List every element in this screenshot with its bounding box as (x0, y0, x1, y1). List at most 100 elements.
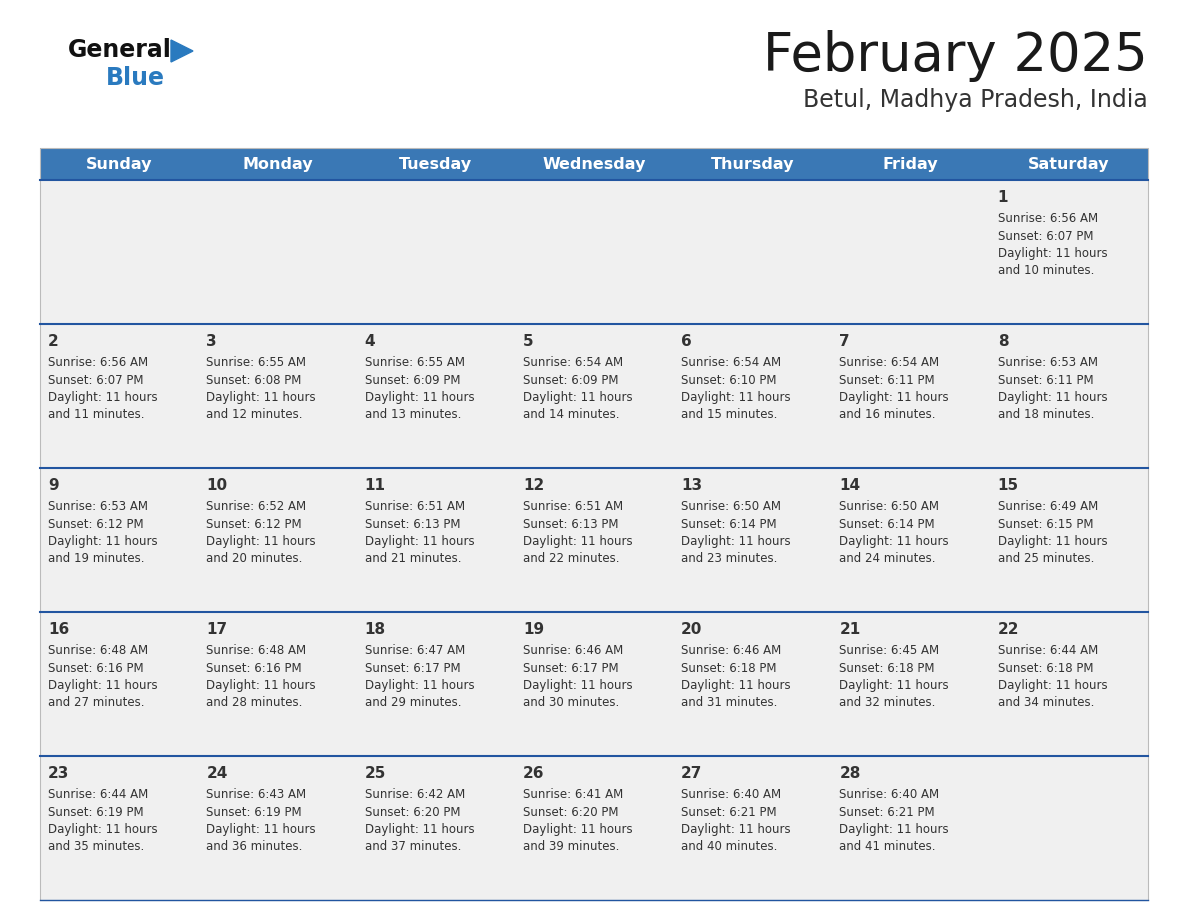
Text: Sunset: 6:11 PM: Sunset: 6:11 PM (840, 374, 935, 386)
Text: and 14 minutes.: and 14 minutes. (523, 409, 619, 421)
Text: 24: 24 (207, 766, 228, 781)
Text: 19: 19 (523, 622, 544, 637)
Text: Daylight: 11 hours: Daylight: 11 hours (840, 679, 949, 692)
Text: 4: 4 (365, 334, 375, 349)
Text: Daylight: 11 hours: Daylight: 11 hours (207, 535, 316, 548)
Text: Sunset: 6:17 PM: Sunset: 6:17 PM (523, 662, 619, 675)
Text: and 13 minutes.: and 13 minutes. (365, 409, 461, 421)
Text: 17: 17 (207, 622, 227, 637)
Bar (40, 612, 1148, 756)
Text: Daylight: 11 hours: Daylight: 11 hours (840, 391, 949, 404)
Text: Betul, Madhya Pradesh, India: Betul, Madhya Pradesh, India (803, 88, 1148, 112)
Text: and 37 minutes.: and 37 minutes. (365, 841, 461, 854)
Text: and 18 minutes.: and 18 minutes. (998, 409, 1094, 421)
Text: and 25 minutes.: and 25 minutes. (998, 553, 1094, 565)
Text: 23: 23 (48, 766, 69, 781)
Text: and 10 minutes.: and 10 minutes. (998, 264, 1094, 277)
Text: General: General (68, 38, 172, 62)
Text: Sunset: 6:16 PM: Sunset: 6:16 PM (48, 662, 144, 675)
Text: 27: 27 (681, 766, 702, 781)
Text: Sunrise: 6:51 AM: Sunrise: 6:51 AM (365, 500, 465, 513)
Text: 12: 12 (523, 478, 544, 493)
Text: Sunset: 6:07 PM: Sunset: 6:07 PM (48, 374, 144, 386)
Text: 9: 9 (48, 478, 58, 493)
Text: 22: 22 (998, 622, 1019, 637)
Text: Sunset: 6:07 PM: Sunset: 6:07 PM (998, 230, 1093, 242)
Text: Daylight: 11 hours: Daylight: 11 hours (207, 391, 316, 404)
Text: Monday: Monday (242, 156, 312, 172)
Text: 15: 15 (998, 478, 1019, 493)
Bar (40, 324, 1148, 468)
Text: Sunrise: 6:53 AM: Sunrise: 6:53 AM (998, 356, 1098, 369)
Text: Daylight: 11 hours: Daylight: 11 hours (365, 823, 474, 836)
Text: Wednesday: Wednesday (542, 156, 646, 172)
Text: Sunrise: 6:44 AM: Sunrise: 6:44 AM (48, 788, 148, 801)
Text: Daylight: 11 hours: Daylight: 11 hours (48, 823, 158, 836)
Text: and 24 minutes.: and 24 minutes. (840, 553, 936, 565)
Text: Daylight: 11 hours: Daylight: 11 hours (523, 823, 632, 836)
Text: Daylight: 11 hours: Daylight: 11 hours (365, 391, 474, 404)
Text: and 22 minutes.: and 22 minutes. (523, 553, 619, 565)
Text: Sunset: 6:20 PM: Sunset: 6:20 PM (365, 805, 460, 819)
Text: Sunset: 6:19 PM: Sunset: 6:19 PM (48, 805, 144, 819)
Text: Sunrise: 6:51 AM: Sunrise: 6:51 AM (523, 500, 623, 513)
Text: Daylight: 11 hours: Daylight: 11 hours (681, 823, 791, 836)
Text: Sunrise: 6:56 AM: Sunrise: 6:56 AM (48, 356, 148, 369)
Text: and 41 minutes.: and 41 minutes. (840, 841, 936, 854)
Text: Sunset: 6:09 PM: Sunset: 6:09 PM (523, 374, 619, 386)
Text: Sunrise: 6:54 AM: Sunrise: 6:54 AM (681, 356, 782, 369)
Text: 20: 20 (681, 622, 702, 637)
Text: Sunrise: 6:42 AM: Sunrise: 6:42 AM (365, 788, 465, 801)
Text: and 15 minutes.: and 15 minutes. (681, 409, 777, 421)
Text: Daylight: 11 hours: Daylight: 11 hours (998, 247, 1107, 260)
Text: Friday: Friday (883, 156, 939, 172)
Text: Sunrise: 6:54 AM: Sunrise: 6:54 AM (840, 356, 940, 369)
Text: Daylight: 11 hours: Daylight: 11 hours (48, 535, 158, 548)
Text: and 35 minutes.: and 35 minutes. (48, 841, 144, 854)
Text: 5: 5 (523, 334, 533, 349)
Text: 11: 11 (365, 478, 386, 493)
Text: Sunrise: 6:54 AM: Sunrise: 6:54 AM (523, 356, 623, 369)
Text: 13: 13 (681, 478, 702, 493)
Text: Daylight: 11 hours: Daylight: 11 hours (48, 679, 158, 692)
Text: Sunrise: 6:56 AM: Sunrise: 6:56 AM (998, 212, 1098, 225)
Text: and 34 minutes.: and 34 minutes. (998, 697, 1094, 710)
Text: Thursday: Thursday (710, 156, 794, 172)
Text: Sunrise: 6:41 AM: Sunrise: 6:41 AM (523, 788, 624, 801)
Text: 28: 28 (840, 766, 861, 781)
Text: Sunset: 6:12 PM: Sunset: 6:12 PM (207, 518, 302, 531)
Text: Daylight: 11 hours: Daylight: 11 hours (365, 535, 474, 548)
Polygon shape (171, 40, 192, 62)
Text: 14: 14 (840, 478, 860, 493)
Bar (40, 468, 1148, 612)
Text: Sunset: 6:21 PM: Sunset: 6:21 PM (840, 805, 935, 819)
Text: 3: 3 (207, 334, 217, 349)
Text: February 2025: February 2025 (763, 30, 1148, 82)
Text: Sunrise: 6:47 AM: Sunrise: 6:47 AM (365, 644, 465, 657)
Text: Sunset: 6:14 PM: Sunset: 6:14 PM (681, 518, 777, 531)
Text: Daylight: 11 hours: Daylight: 11 hours (365, 679, 474, 692)
Text: Sunrise: 6:40 AM: Sunrise: 6:40 AM (681, 788, 782, 801)
Text: and 39 minutes.: and 39 minutes. (523, 841, 619, 854)
Text: Sunset: 6:18 PM: Sunset: 6:18 PM (681, 662, 777, 675)
Text: Daylight: 11 hours: Daylight: 11 hours (998, 679, 1107, 692)
Text: Tuesday: Tuesday (399, 156, 473, 172)
Text: Sunrise: 6:50 AM: Sunrise: 6:50 AM (681, 500, 782, 513)
Text: Daylight: 11 hours: Daylight: 11 hours (48, 391, 158, 404)
Text: 7: 7 (840, 334, 851, 349)
Text: 18: 18 (365, 622, 386, 637)
Text: Sunset: 6:14 PM: Sunset: 6:14 PM (840, 518, 935, 531)
Text: 21: 21 (840, 622, 860, 637)
Text: Sunset: 6:15 PM: Sunset: 6:15 PM (998, 518, 1093, 531)
Text: Sunset: 6:18 PM: Sunset: 6:18 PM (998, 662, 1093, 675)
Bar (40, 756, 1148, 900)
Text: Saturday: Saturday (1028, 156, 1110, 172)
Text: 26: 26 (523, 766, 544, 781)
Text: Daylight: 11 hours: Daylight: 11 hours (681, 391, 791, 404)
Text: and 31 minutes.: and 31 minutes. (681, 697, 777, 710)
Text: Sunset: 6:20 PM: Sunset: 6:20 PM (523, 805, 619, 819)
Text: Sunset: 6:08 PM: Sunset: 6:08 PM (207, 374, 302, 386)
Text: Daylight: 11 hours: Daylight: 11 hours (523, 679, 632, 692)
Text: Blue: Blue (106, 66, 165, 90)
Text: Sunset: 6:19 PM: Sunset: 6:19 PM (207, 805, 302, 819)
